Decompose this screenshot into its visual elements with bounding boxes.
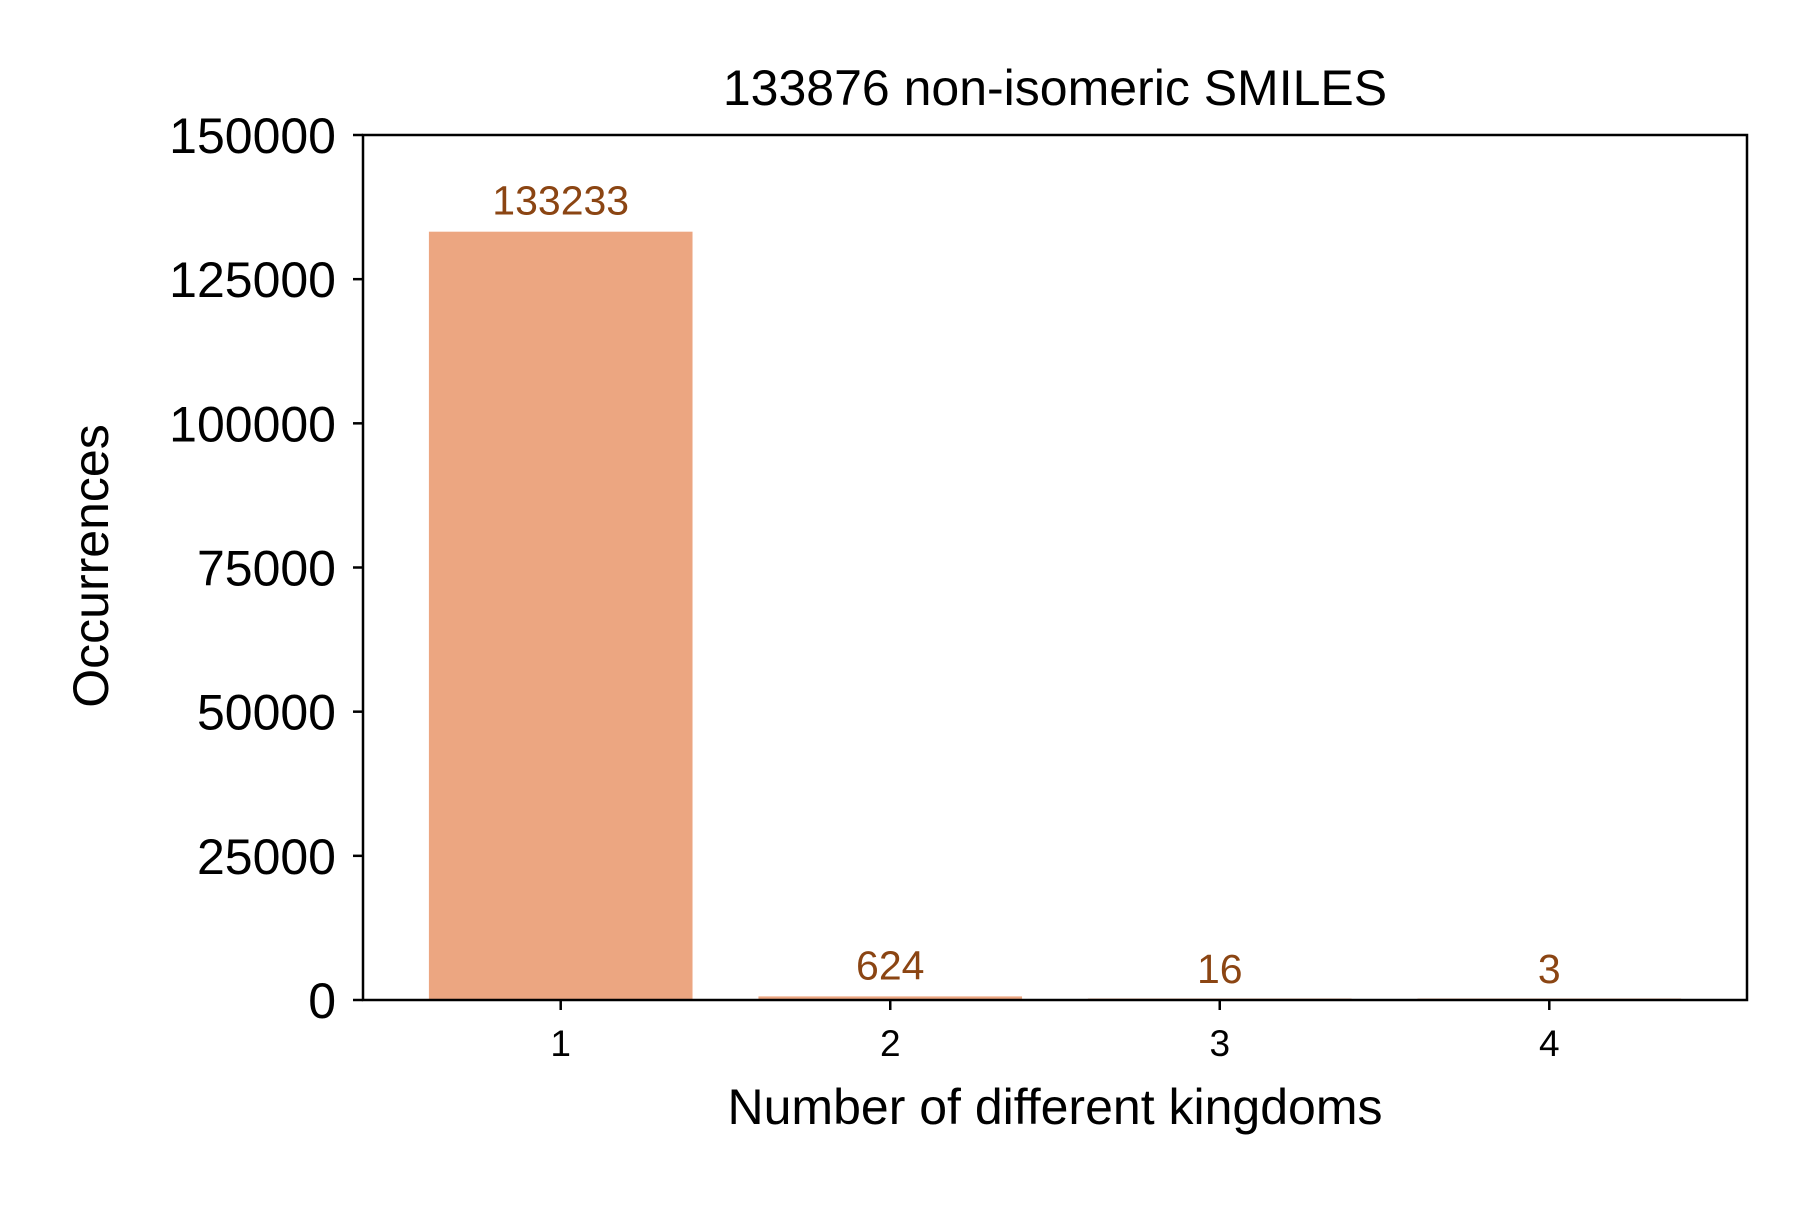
x-tick-label-4: 4 [1539,1023,1560,1064]
y-axis: 0 25000 50000 75000 100000 125000 150000 [169,108,363,1029]
data-label-1: 133233 [492,178,629,224]
y-tick-label-150000: 150000 [169,108,336,164]
plot-frame [361,133,1749,1002]
data-labels-layer: 133233 624 16 3 [492,178,1560,992]
x-tick-label-3: 3 [1209,1023,1230,1064]
bars-layer [428,231,1682,1000]
y-tick-label-25000: 25000 [197,829,336,885]
data-label-4: 3 [1538,946,1561,992]
y-axis-label: Occurrences [63,424,119,707]
y-tick-label-125000: 125000 [169,252,336,308]
x-tick-label-1: 1 [550,1023,571,1064]
bar-1 [428,231,693,1000]
x-tick-label-2: 2 [880,1023,901,1064]
x-axis: 1 2 3 4 [550,1000,1560,1064]
bar-2 [758,996,1023,1000]
data-label-2: 624 [856,942,924,988]
x-axis-label: Number of different kingdoms [728,1079,1383,1135]
chart-title: 133876 non-isomeric SMILES [723,60,1387,116]
y-tick-label-0: 0 [308,973,336,1029]
y-tick-label-75000: 75000 [197,541,336,597]
y-tick-label-50000: 50000 [197,685,336,741]
y-tick-label-100000: 100000 [169,396,336,452]
data-label-3: 16 [1197,946,1243,992]
